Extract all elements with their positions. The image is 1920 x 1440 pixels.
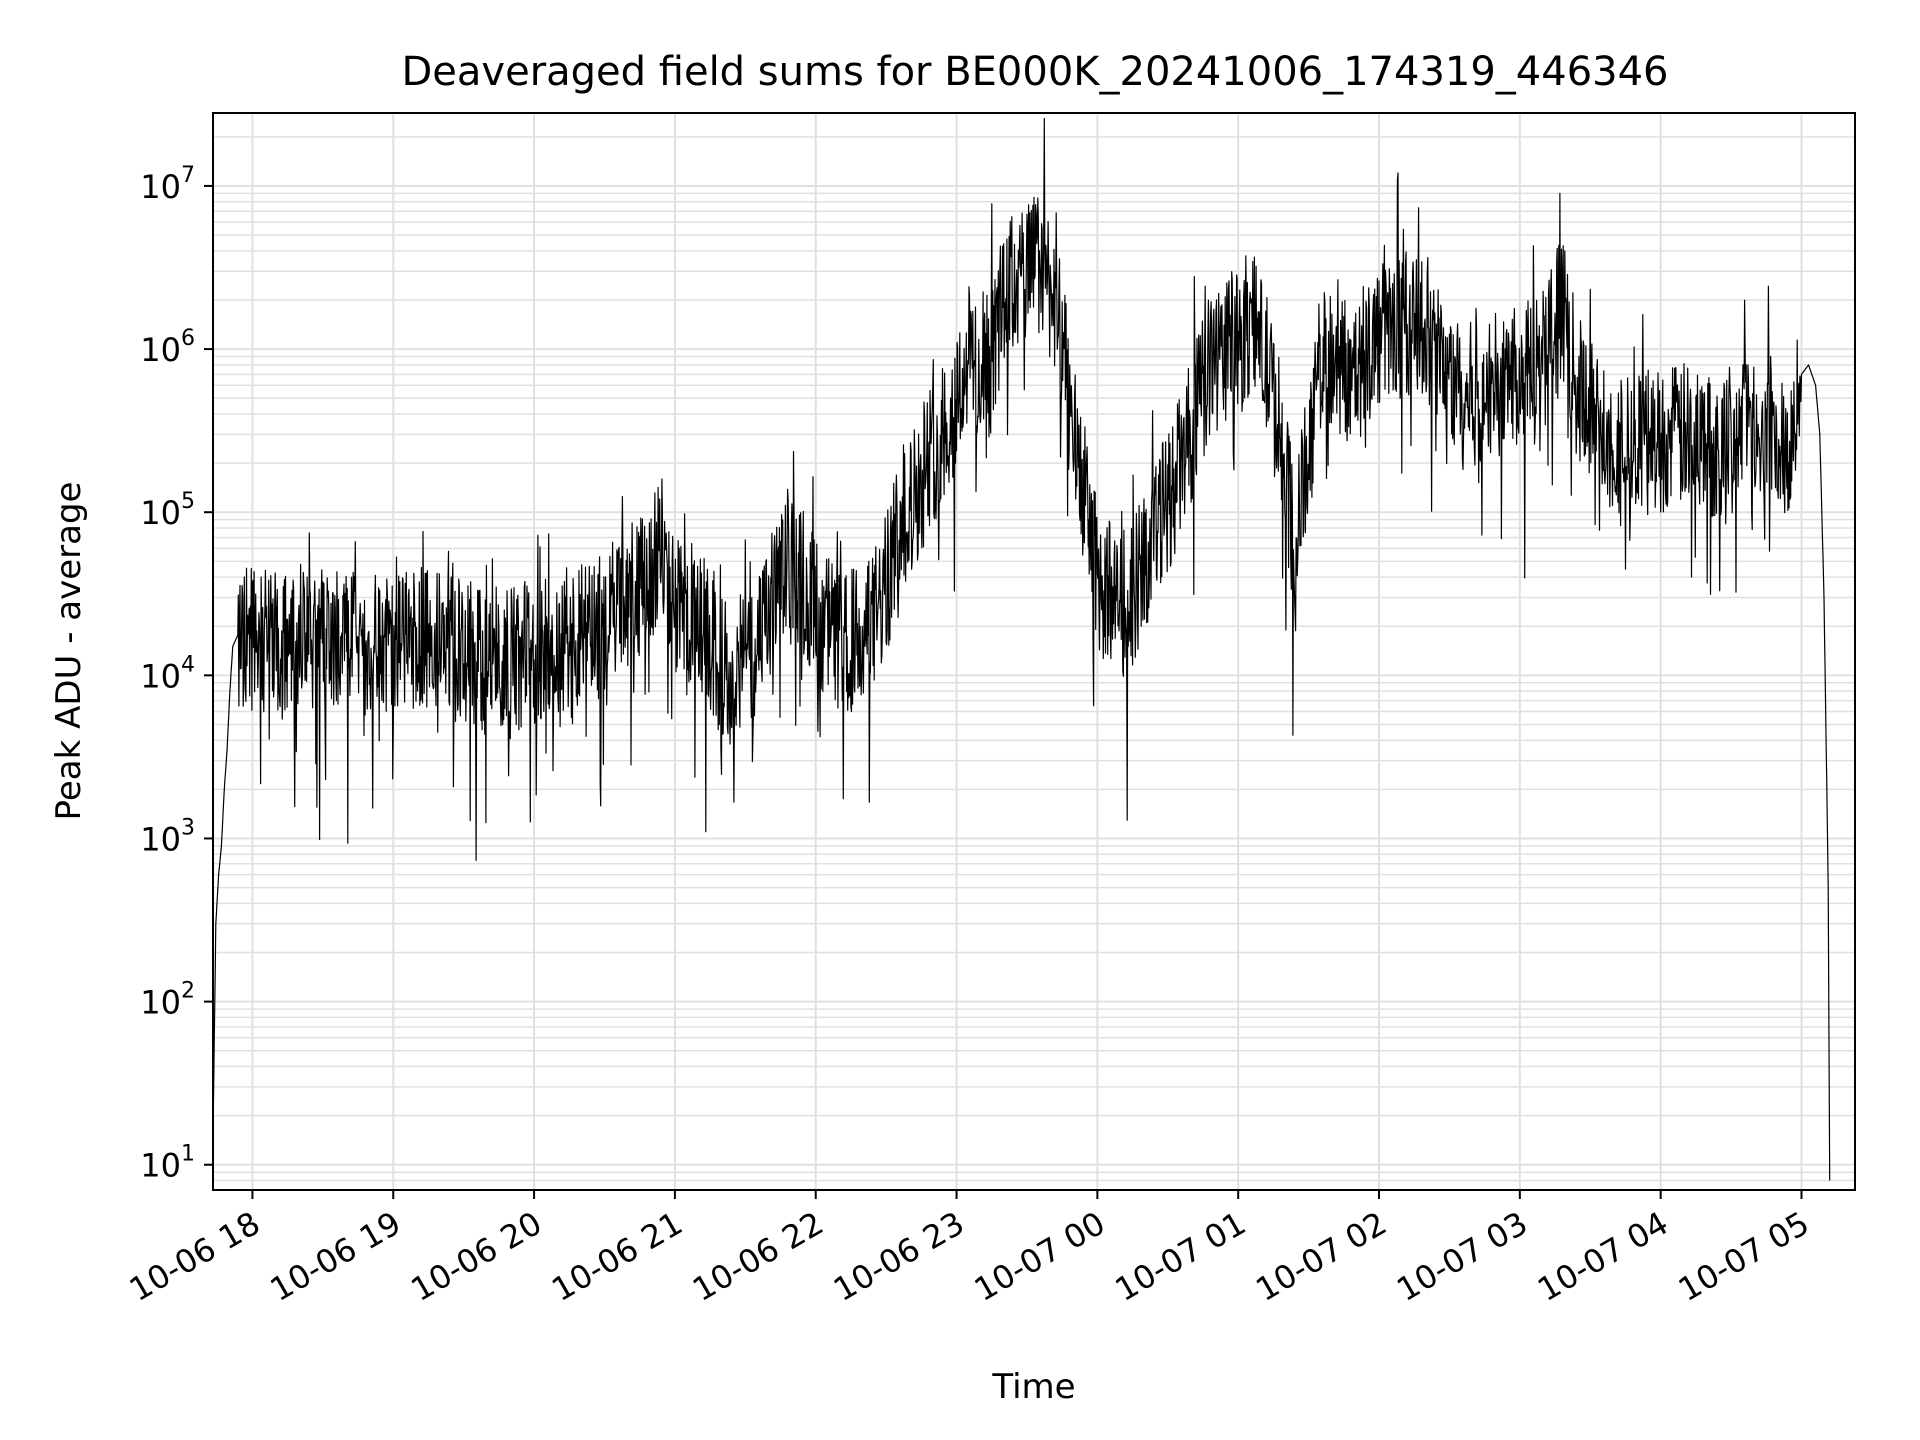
y-axis-ticks: 101 102 103 104 105 106 107 [140, 163, 213, 1185]
y-tick-label: 101 [140, 1142, 195, 1185]
y-tick-label: 105 [140, 489, 195, 532]
plot-frame [212, 112, 1856, 1191]
chart-title: Deaveraged field sums for BE000K_2024100… [402, 49, 1669, 95]
y-tick-label: 106 [140, 326, 195, 369]
x-axis-label: Time [991, 1367, 1075, 1407]
y-tick-label: 104 [140, 652, 195, 695]
y-tick-label: 102 [140, 979, 195, 1022]
data-series-line [212, 117, 1831, 1181]
data-layer [212, 117, 1831, 1181]
y-axis-label: Peak ADU - average [49, 482, 89, 821]
y-tick-label: 103 [140, 815, 195, 858]
y-tick-label: 107 [140, 163, 195, 206]
grid-lines [213, 113, 1855, 1191]
